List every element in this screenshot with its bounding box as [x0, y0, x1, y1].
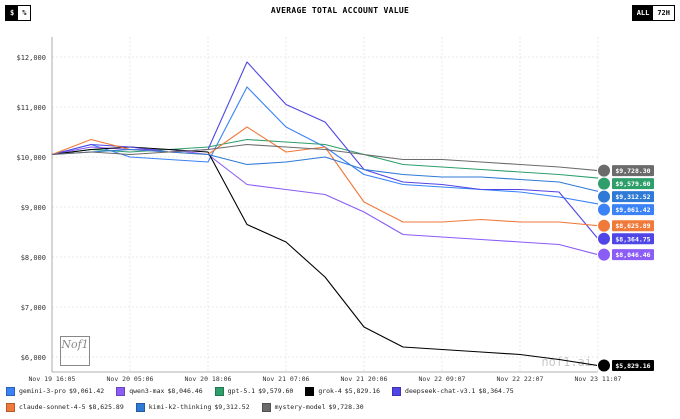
- y-tick-label: $12,000: [16, 54, 46, 62]
- legend-swatch: [6, 402, 15, 412]
- legend-swatch: [214, 386, 224, 396]
- series-end-label-kimi-k2-thinking: $9,312.52: [615, 193, 650, 201]
- range-toggle[interactable]: ALL 72H: [631, 5, 675, 21]
- series-end-icon-gpt-5.1: [597, 176, 611, 191]
- x-tick-label: Nov 21 07:06: [263, 375, 310, 383]
- chart-legend: gemini-3-pro $9,061.42 qwen3-max $8,046.46 g…: [6, 386, 646, 412]
- series-end-badge-claude-sonnet-4-5: [612, 220, 654, 232]
- series-end-icon-mystery-model: [597, 163, 611, 178]
- legend-item-claude-sonnet-4-5[interactable]: claude-sonnet-4-5 $8,625.89: [6, 402, 124, 412]
- chart-title: AVERAGE TOTAL ACCOUNT VALUE: [270, 6, 410, 15]
- nof1-logo: Nof1: [60, 336, 90, 366]
- series-end-badge-qwen3-max: [612, 249, 654, 261]
- percent-toggle-button[interactable]: %: [18, 6, 31, 20]
- y-tick-label: $10,000: [16, 154, 46, 162]
- series-end-label-qwen3-max: $8,046.46: [615, 251, 650, 259]
- x-tick-label: Nov 19 16:05: [29, 375, 76, 383]
- legend-item-gemini-3-pro[interactable]: gemini-3-pro $9,061.42: [6, 386, 104, 396]
- series-end-label-gemini-3-pro: $9,061.42: [615, 206, 650, 214]
- series-line-gpt-5.1: [51, 138, 599, 179]
- series-end-icon-qwen3-max: [597, 247, 611, 262]
- series-end-badge-kimi-k2-thinking: [612, 191, 654, 203]
- legend-name: gpt-5.1: [227, 387, 256, 395]
- series-end-label-grok-4: $5,829.16: [615, 362, 650, 370]
- line-chart: $6,000 $7,000 $8,000 $9,000 $10,000 $11,000 $1…: [16, 37, 654, 383]
- y-tick-label: $7,000: [21, 304, 46, 312]
- legend-swatch: [6, 386, 15, 396]
- legend-name: deepseek-chat-v3.1: [405, 387, 476, 395]
- y-tick-label: $11,000: [16, 104, 46, 112]
- x-tick-label: Nov 22 09:07: [419, 375, 466, 383]
- legend-name: qwen3-max: [129, 387, 165, 395]
- series-end-icon-gemini-3-pro: [597, 202, 611, 217]
- series-end-icon-claude-sonnet-4-5: [597, 218, 611, 233]
- y-tick-label: $6,000: [21, 354, 46, 362]
- legend-item-kimi-k2-thinking[interactable]: kimi-k2-thinking $9,312.52: [135, 402, 250, 412]
- series-end-badge-gemini-3-pro: [612, 204, 654, 216]
- legend-name: mystery-model: [274, 403, 326, 411]
- legend-name: kimi-k2-thinking: [148, 403, 212, 411]
- series-end-badge-grok-4: [612, 360, 654, 372]
- legend-name: grok-4: [318, 387, 342, 395]
- legend-value: $9,061.42: [68, 387, 105, 395]
- legend-item-mystery-model[interactable]: mystery-model $9,728.30: [261, 402, 364, 412]
- legend-value: $9,728.30: [328, 403, 364, 411]
- legend-name: gemini-3-pro: [19, 387, 66, 395]
- legend-value: $8,625.89: [88, 403, 124, 411]
- legend-item-deepseek-chat-v3.1[interactable]: deepseek-chat-v3.1 $8,364.75: [392, 386, 514, 396]
- series-end-badge-gpt-5.1: [612, 178, 654, 190]
- x-tick-label: Nov 22 22:07: [497, 375, 544, 383]
- series-end-icon-kimi-k2-thinking: [597, 189, 611, 204]
- legend-value: $8,046.46: [167, 387, 203, 395]
- legend-swatch: [261, 402, 271, 412]
- x-tick-label: Nov 23 11:07: [575, 375, 622, 383]
- legend-value: $9,579.60: [258, 387, 294, 395]
- dollar-toggle-button[interactable]: $: [6, 6, 19, 20]
- series-end-label-claude-sonnet-4-5: $8,625.89: [615, 222, 650, 230]
- series-end-label-gpt-5.1: $9,579.60: [615, 180, 650, 188]
- legend-swatch: [135, 402, 145, 412]
- legend-item-gpt-5.1[interactable]: gpt-5.1 $9,579.60: [214, 386, 294, 396]
- legend-swatch: [392, 386, 402, 396]
- series-end-label-deepseek-chat-v3.1: $8,364.75: [615, 235, 650, 243]
- series-line-qwen3-max: [51, 146, 599, 256]
- y-tick-label: $9,000: [21, 204, 46, 212]
- x-tick-label: Nov 20 18:06: [185, 375, 232, 383]
- series-end-icon-deepseek-chat-v3.1: [597, 231, 611, 246]
- series-line-claude-sonnet-4-5: [51, 126, 599, 227]
- series-line-grok-4: [51, 146, 599, 367]
- legend-swatch: [116, 386, 126, 396]
- legend-item-qwen3-max[interactable]: qwen3-max $8,046.46: [116, 386, 203, 396]
- legend-item-grok-4[interactable]: grok-4 $5,829.16: [305, 386, 380, 396]
- legend-value: $8,364.75: [478, 387, 514, 395]
- series-end-icon-grok-4: [597, 358, 611, 373]
- y-tick-label: $8,000: [21, 254, 46, 262]
- series-line-deepseek-chat-v3.1: [51, 61, 599, 240]
- series-line-mystery-model: [51, 143, 599, 172]
- legend-value: $5,829.16: [344, 387, 381, 395]
- legend-swatch: [305, 386, 315, 396]
- series-end-label-mystery-model: $9,728.30: [615, 167, 650, 175]
- series-end-badge-deepseek-chat-v3.1: [612, 233, 654, 245]
- range-72h-button[interactable]: 72H: [653, 6, 674, 20]
- series-line-gemini-3-pro: [51, 86, 599, 205]
- watermark: nof1.ai: [541, 355, 592, 369]
- series-line-kimi-k2-thinking: [51, 148, 599, 192]
- series-end-badge-mystery-model: [612, 165, 654, 177]
- x-tick-label: Nov 21 20:06: [341, 375, 388, 383]
- legend-name: claude-sonnet-4-5: [19, 403, 86, 411]
- x-tick-label: Nov 20 05:06: [107, 375, 154, 383]
- legend-value: $9,312.52: [214, 403, 250, 411]
- currency-toggle[interactable]: $ %: [5, 5, 32, 21]
- range-all-button[interactable]: ALL: [632, 6, 654, 20]
